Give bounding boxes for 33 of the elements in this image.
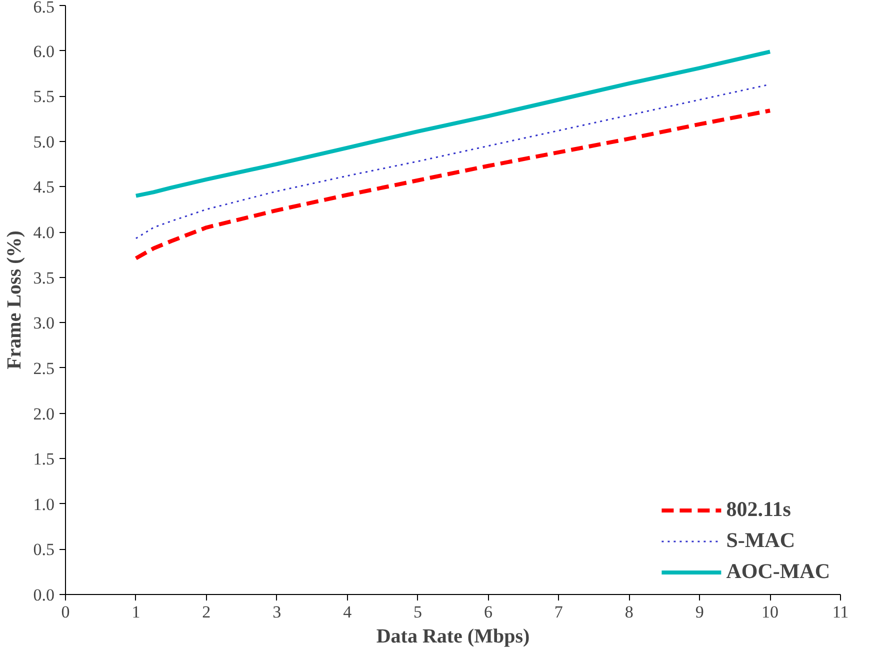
legend-label: S-MAC	[726, 528, 796, 553]
y-tick-label: 4.0	[33, 223, 54, 242]
y-tick-label: 3.0	[33, 314, 54, 333]
x-tick-label: 2	[202, 602, 211, 622]
x-tick-label: 7	[554, 602, 564, 622]
y-tick-label: 4.5	[33, 178, 54, 197]
legend-label: 802.11s	[726, 497, 791, 522]
x-tick-label: 5	[414, 602, 422, 622]
y-tick-label: 2.5	[33, 358, 54, 378]
x-tick-label: 9	[695, 602, 704, 622]
y-tick-label: 0.0	[33, 586, 54, 604]
y-tick-label: 5.5	[33, 87, 54, 106]
x-tick-label: 8	[624, 602, 634, 622]
line-series	[134, 50, 772, 198]
y-tick-label: 0.5	[33, 540, 54, 560]
x-tick-label: 10	[762, 602, 779, 622]
legend-label: AOC-MAC	[726, 559, 830, 584]
x-tick-label: 3	[272, 602, 282, 622]
x-axis-title: Data Rate (Mbps)	[376, 626, 530, 648]
x-tick-label: 6	[484, 602, 492, 622]
y-tick-label: 3.5	[33, 268, 54, 288]
x-tick-label: 1	[132, 602, 140, 622]
y-tick-label: 5.0	[33, 132, 54, 152]
y-tick-label: 6.0	[33, 42, 54, 61]
y-tick-label: 6.5	[33, 0, 54, 16]
line-series	[134, 108, 772, 260]
y-tick-label: 1.0	[33, 494, 54, 514]
x-tick-label: 0	[61, 602, 70, 622]
y-tick-label: 2.0	[33, 404, 54, 424]
x-tick-label: 11	[832, 602, 849, 622]
y-tick-label: 1.5	[33, 450, 54, 469]
x-tick-label: 4	[343, 602, 352, 622]
y-axis-title: Frame Loss (%)	[3, 230, 26, 370]
